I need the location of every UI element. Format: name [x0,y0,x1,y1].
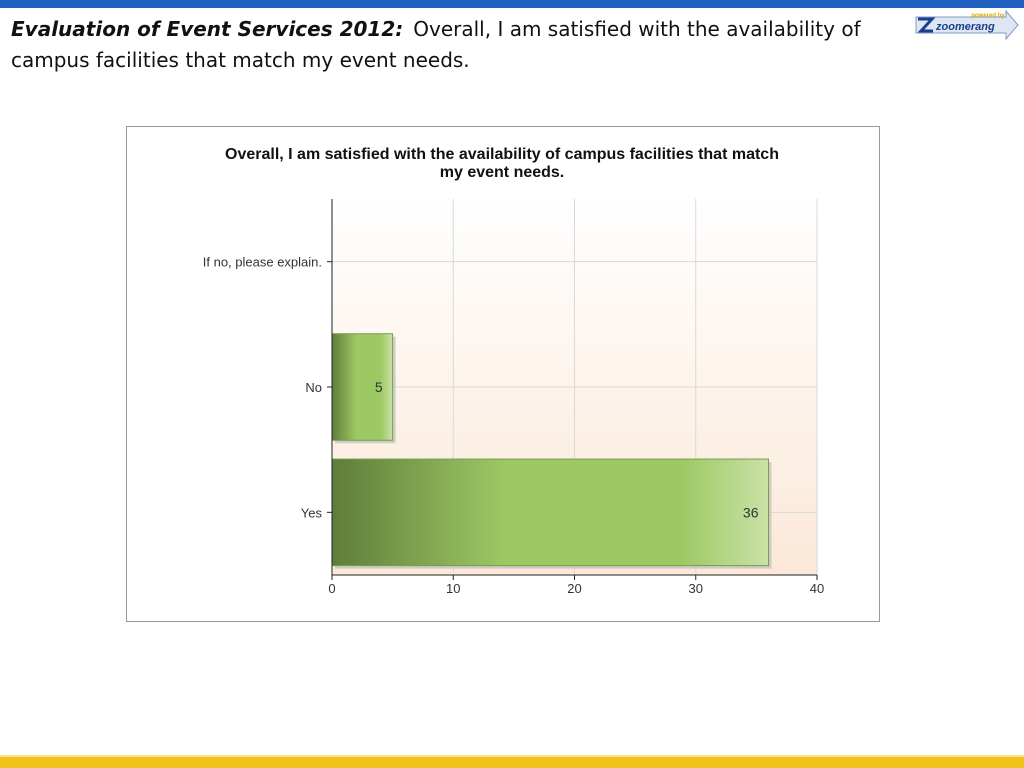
x-axis-ticks: 0 10 20 30 40 [328,575,824,596]
y-axis-categories: If no, please explain. No Yes [203,255,332,520]
x-tick-label: 0 [328,581,335,596]
bar-chart: Overall, I am satisfied with the availab… [203,146,824,596]
y-category-label: Yes [301,505,323,520]
chart-frame: Overall, I am satisfied with the availab… [126,126,880,622]
bar [331,333,394,441]
bar [331,458,769,567]
slide-title-text: Overall, I am satisfied with the availab… [11,17,861,72]
logo-tagline: powered by [971,13,1005,19]
top-accent-bar [0,0,1024,8]
bar-value-label: 5 [375,379,383,395]
y-category-label: If no, please explain. [203,255,322,270]
x-tick-label: 20 [567,581,581,596]
logo-name: zoomerang [935,21,995,33]
x-tick-label: 30 [689,581,703,596]
chart-title-line-1: Overall, I am satisfied with the availab… [225,146,779,163]
chart-title-line-2: my event needs. [440,164,565,181]
bars: 5 36 [331,333,772,569]
slide-title: Evaluation of Event Services 2012: Overal… [11,14,891,76]
slide-title-lead: Evaluation of Event Services 2012: [11,17,404,41]
zoomerang-logo: powered by zoomerang [912,9,1020,41]
y-category-label: No [305,380,322,395]
x-tick-label: 10 [446,581,460,596]
zoomerang-logo-graphic: powered by zoomerang [915,9,1019,41]
bar-value-label: 36 [743,504,759,520]
x-tick-label: 40 [810,581,824,596]
bottom-accent-bar [0,755,1024,768]
